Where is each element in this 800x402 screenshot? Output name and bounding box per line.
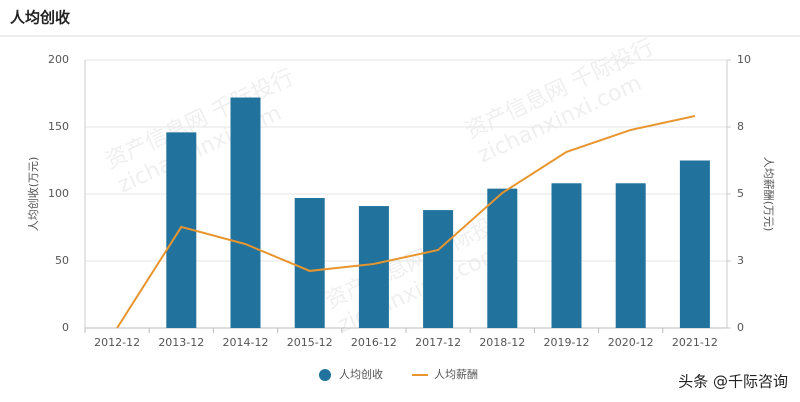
y2-tick-label: 5 [737, 187, 744, 200]
bar [423, 210, 454, 328]
bar [487, 188, 518, 328]
y2-tick-label: 10 [737, 53, 751, 66]
page-title: 人均创收 [10, 9, 70, 27]
x-tick-label: 2021-12 [672, 336, 718, 349]
bar [294, 198, 325, 328]
y-tick-label: 100 [48, 187, 69, 200]
x-tick-label: 2020-12 [608, 336, 654, 349]
x-tick-label: 2015-12 [287, 336, 333, 349]
y-axis-label: 人均创收(万元) [26, 157, 40, 232]
y-tick-label: 200 [48, 53, 69, 66]
legend-label: 人均薪酬 [434, 368, 478, 381]
y-tick-label: 150 [48, 120, 69, 133]
line [116, 115, 696, 329]
x-tick-label: 2017-12 [415, 336, 461, 349]
bar [615, 183, 646, 328]
x-tick-label: 2014-12 [223, 336, 269, 349]
y2-axis-label: 人均薪酬(万元) [762, 157, 775, 232]
bar [551, 183, 582, 328]
legend-swatch [319, 369, 331, 381]
bar [358, 206, 389, 328]
credit: 头条 @千际咨询 [678, 373, 788, 391]
x-tick-label: 2016-12 [351, 336, 397, 349]
legend-label: 人均创收 [339, 367, 383, 381]
x-tick-label: 2018-12 [479, 336, 525, 349]
x-tick-label: 2012-12 [94, 336, 140, 349]
y2-tick-label: 3 [737, 254, 744, 267]
bar [230, 97, 261, 329]
x-tick-label: 2013-12 [158, 336, 204, 349]
x-tick-label: 2019-12 [544, 336, 590, 349]
y2-tick-label: 8 [737, 120, 744, 133]
y-tick-label: 0 [62, 321, 69, 334]
bar [679, 160, 710, 328]
y2-tick-label: 0 [737, 321, 744, 334]
y-tick-label: 50 [55, 254, 69, 267]
